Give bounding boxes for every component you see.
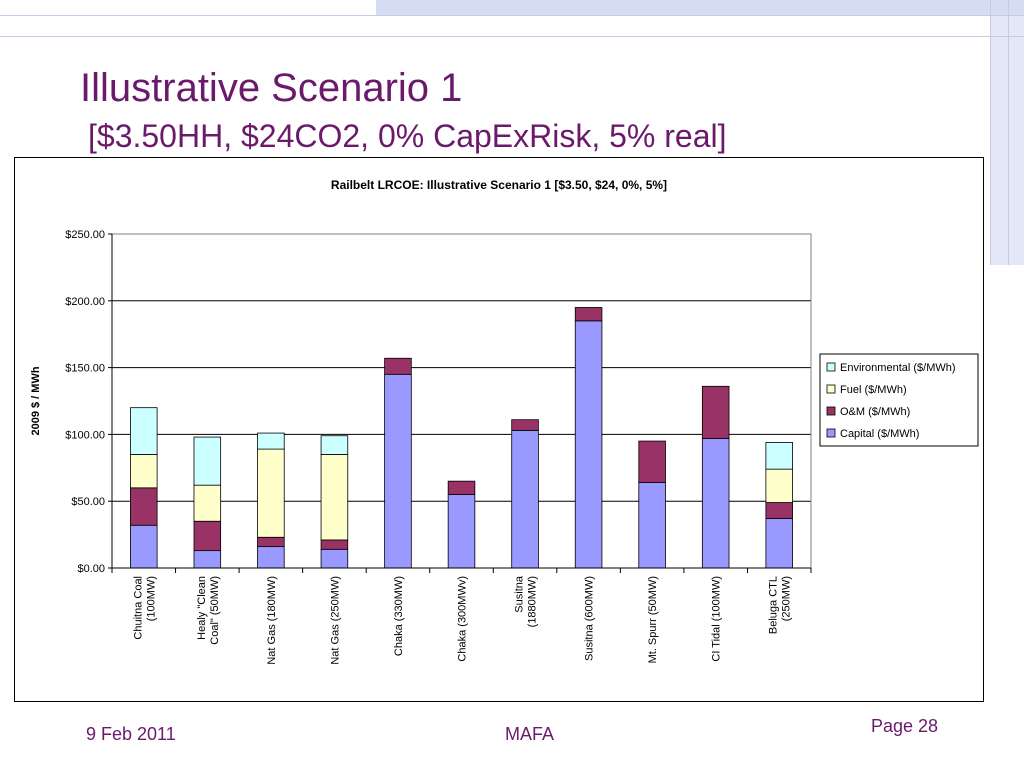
bar-segment	[320, 539, 349, 550]
bar-segment	[765, 442, 793, 470]
bar-segment	[574, 320, 603, 569]
y-axis-label: 2009 $ / MWh	[30, 366, 42, 435]
legend-label: Fuel ($/MWh)	[840, 384, 907, 396]
x-tick-label: Chaka (330MW)	[393, 576, 405, 656]
legend-label: Environmental ($/MWh)	[840, 362, 956, 374]
x-tick-label: Susitna	[514, 575, 526, 613]
footer-center: MAFA	[505, 724, 555, 744]
footer-date: 9 Feb 2011	[86, 724, 176, 744]
y-tick-label: $250.00	[65, 229, 105, 241]
bar-segment	[320, 548, 349, 569]
page-number: Page 28	[871, 716, 939, 736]
decorative-band-top	[376, 0, 1024, 15]
legend-swatch	[826, 384, 836, 394]
y-tick-label: $150.00	[65, 363, 105, 375]
bar-segment	[193, 484, 222, 522]
axes: $0.00 $50.00 $100.00 $150.00 $200.00 $250.00 2…	[30, 229, 812, 665]
y-tick-label: $50.00	[71, 496, 105, 508]
bar-segment	[257, 432, 285, 450]
bar-segment	[384, 357, 412, 375]
x-tick-label: Nat Gas (250MW)	[329, 576, 341, 665]
bar-segment	[257, 546, 285, 569]
bar-segment	[193, 520, 222, 552]
x-tick-label: (100MW)	[145, 576, 157, 621]
bar-segment	[320, 435, 349, 455]
x-tick-label-group: Susitna (600MW)	[584, 576, 596, 661]
y-tick-label: $100.00	[65, 429, 105, 441]
legend-label: Capital ($/MWh)	[840, 428, 919, 440]
chart-frame: Railbelt LRCOE: Illustrative Scenario 1 …	[14, 157, 984, 702]
decorative-line	[1008, 0, 1009, 265]
x-tick-label-group: Nat Gas (180MW)	[266, 576, 278, 665]
x-tick-label-group: Healy "Clean Coal" (50MW)	[196, 576, 221, 645]
bar-segment	[447, 494, 476, 569]
x-tick-label-group: Susitna (1880MW)	[514, 575, 539, 627]
bar-segment	[511, 429, 539, 569]
x-tick-label: Mt. Spurr (50MW)	[647, 576, 659, 663]
bar-segment	[638, 440, 666, 483]
bar-segment	[130, 524, 158, 569]
slide-subtitle: [$3.50HH, $24CO2, 0% CapExRisk, 5% real]	[88, 118, 727, 154]
slide-title: Illustrative Scenario 1	[80, 66, 463, 110]
legend-swatch	[826, 428, 836, 438]
decorative-line	[0, 36, 1024, 37]
bar-segment	[130, 487, 158, 526]
chart-title: Railbelt LRCOE: Illustrative Scenario 1 …	[331, 178, 667, 192]
x-tick-label-group: Chaka (330MW)	[393, 576, 405, 656]
bar-segment	[701, 438, 730, 569]
x-tick-label: (250MW)	[781, 576, 793, 621]
x-tick-label: Coal" (50MW)	[209, 576, 221, 645]
x-tick-label-group: CI Tidal (100MW)	[711, 576, 723, 662]
bar-segment	[765, 468, 793, 503]
legend-swatch	[826, 406, 836, 416]
x-tick-label-group: Mt. Spurr (50MW)	[647, 576, 659, 663]
decorative-line	[0, 15, 1024, 16]
decorative-band-right	[990, 15, 1024, 265]
bar-segment	[193, 436, 222, 486]
x-tick-label-group: Chuitna Coal (100MW)	[132, 576, 157, 640]
chart-svg: Railbelt LRCOE: Illustrative Scenario 1 …	[30, 178, 979, 665]
legend-swatch	[826, 362, 836, 372]
x-tick-label: Nat Gas (180MW)	[266, 576, 278, 665]
bar-segment	[257, 448, 285, 538]
decorative-line	[990, 0, 991, 265]
legend: Environmental ($/MWh) Fuel ($/MWh) O&M ($/…	[819, 353, 979, 447]
x-tick-label-group: Beluga CTL (250MW)	[768, 576, 793, 634]
x-tick-label-group: Nat Gas (250MW)	[329, 576, 341, 665]
y-tick-label: $200.00	[65, 296, 105, 308]
bar-segment	[638, 482, 666, 569]
x-tick-label: Beluga CTL	[768, 576, 780, 634]
bar-segment	[511, 419, 539, 431]
bar-segment	[447, 480, 476, 495]
x-tick-label: Chaka (300MWv)	[457, 576, 469, 662]
bar-segment	[193, 550, 222, 569]
bar-segment	[384, 373, 412, 569]
bar-segment	[130, 454, 158, 489]
bars	[130, 307, 793, 569]
x-tick-label: Healy "Clean	[196, 576, 208, 640]
x-tick-label: (1880MW)	[527, 576, 539, 627]
x-tick-label: CI Tidal (100MW)	[711, 576, 723, 662]
x-tick-label: Chuitna Coal	[132, 576, 144, 640]
bar-segment	[765, 518, 793, 569]
bar-segment	[765, 502, 793, 519]
x-tick-label: Susitna (600MW)	[584, 576, 596, 661]
bar-segment	[574, 307, 603, 322]
bar-segment	[320, 454, 349, 541]
legend-box	[819, 353, 979, 447]
bar-segment	[130, 407, 158, 455]
bar-segment	[701, 385, 730, 439]
bar-segment	[257, 536, 285, 548]
legend-label: O&M ($/MWh)	[840, 406, 910, 418]
y-tick-label: $0.00	[77, 563, 105, 575]
x-tick-label-group: Chaka (300MWv)	[457, 576, 469, 662]
